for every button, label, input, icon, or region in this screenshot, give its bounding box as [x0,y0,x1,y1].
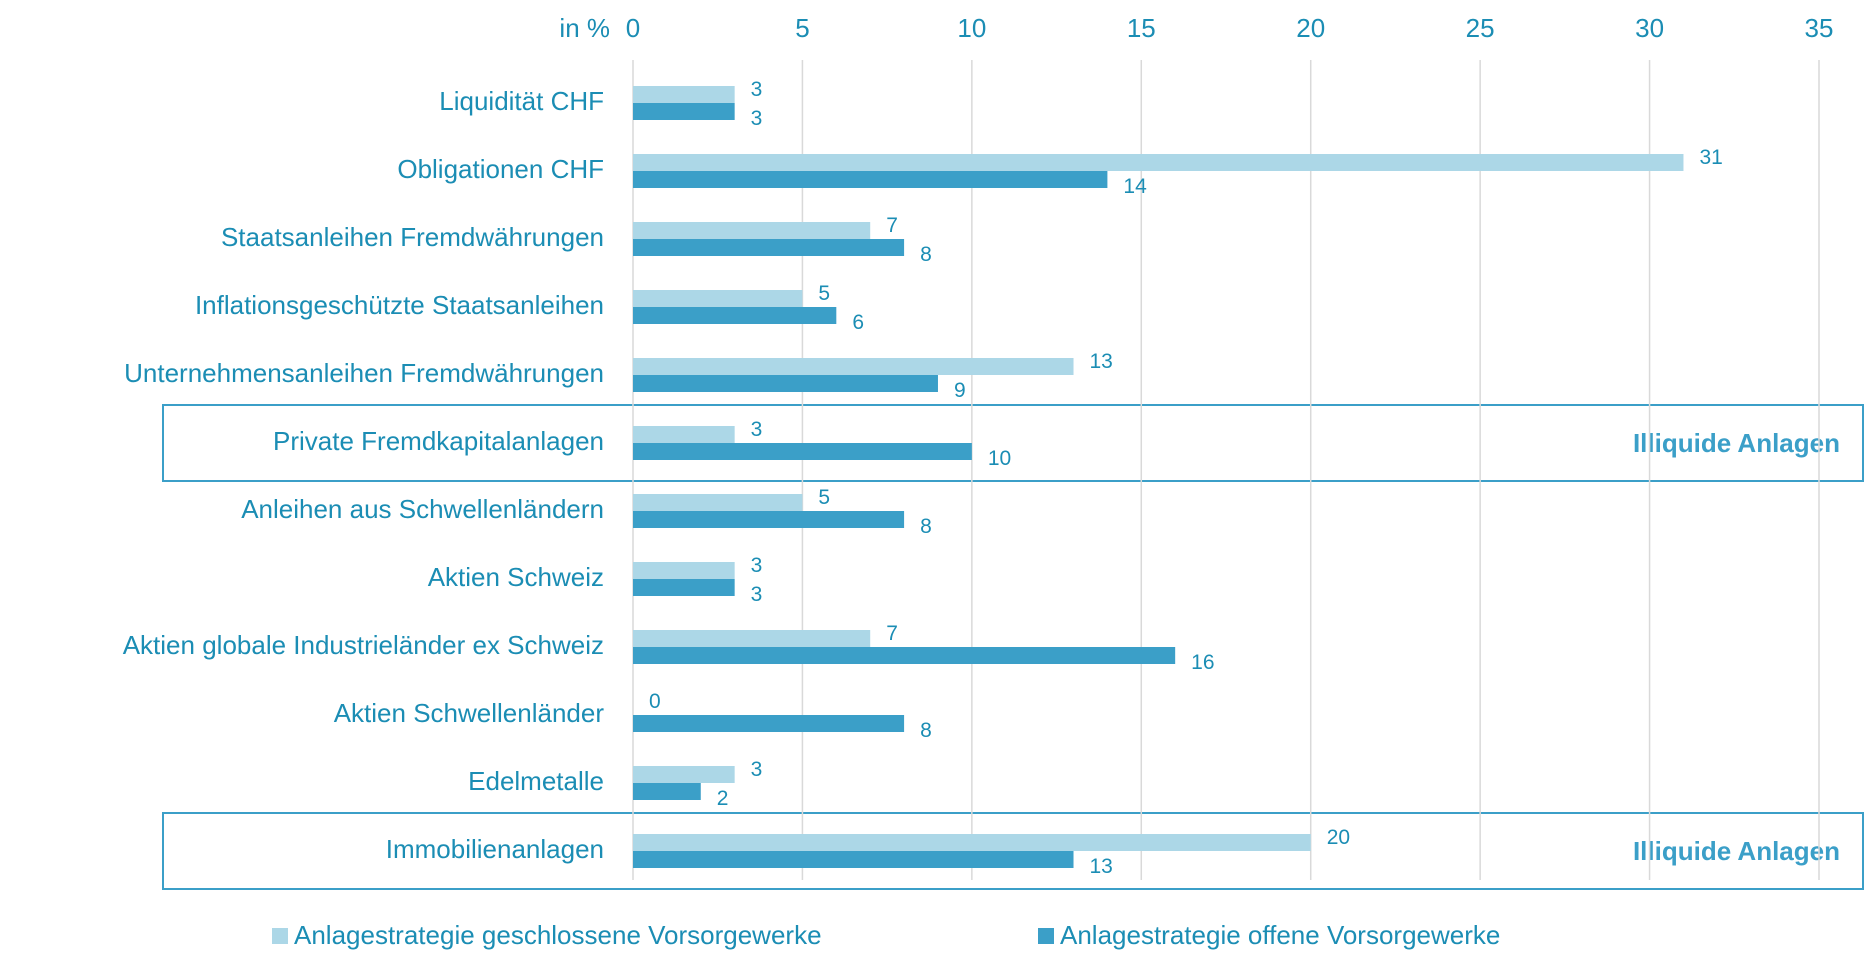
y-tick-label: Liquidität CHF [439,86,604,116]
bar [633,171,1108,188]
y-tick-label: Private Fremdkapitalanlagen [273,426,604,456]
y-tick-label: Unternehmensanleihen Fremdwährungen [124,358,604,388]
value-label: 9 [954,379,966,402]
highlight-label: Illiquide Anlagen [1633,428,1840,458]
value-label: 2 [717,787,729,810]
bar [633,86,735,103]
value-label: 8 [920,515,932,538]
value-label: 8 [920,243,932,266]
bar [633,426,735,443]
bar [633,851,1074,868]
y-tick-label: Anleihen aus Schwellenländern [241,494,604,524]
value-label: 3 [751,418,763,441]
bar [633,307,837,324]
bar [633,579,735,596]
highlight-label: Illiquide Anlagen [1633,836,1840,866]
value-label: 3 [751,758,763,781]
highlight-box [162,404,1864,482]
value-label: 10 [988,447,1011,470]
value-label: 5 [818,486,830,509]
bar [633,103,735,120]
value-label: 13 [1090,855,1113,878]
x-tick-label: 20 [1296,13,1325,43]
bar [633,715,905,732]
x-tick-label: 35 [1805,13,1834,43]
value-label: 3 [751,107,763,130]
y-tick-label: Immobilienanlagen [386,834,604,864]
bar [633,239,905,256]
value-label: 16 [1191,651,1214,674]
x-tick-label: 5 [795,13,809,43]
x-tick-label: 10 [957,13,986,43]
x-tick-label: 0 [626,13,640,43]
y-tick-label: Inflationsgeschützte Staatsanleihen [195,290,604,320]
bar [633,783,701,800]
y-tick-label: Edelmetalle [468,766,604,796]
y-tick-label: Aktien globale Industrieländer ex Schwei… [123,630,604,660]
bar [633,154,1684,171]
value-label: 13 [1090,350,1113,373]
y-tick-label: Aktien Schweiz [428,562,604,592]
bar [633,511,905,528]
bar [633,647,1176,664]
legend-swatch [272,928,288,944]
bar [633,358,1074,375]
bar [633,443,972,460]
y-tick-label: Staatsanleihen Fremdwährungen [221,222,604,252]
y-tick-label: Aktien Schwellenländer [334,698,605,728]
bar [633,630,871,647]
legend-swatch [1038,928,1054,944]
value-label: 3 [751,554,763,577]
value-label: 6 [852,311,864,334]
bar [633,494,803,511]
bar [633,290,803,307]
bar [633,375,938,392]
y-tick-label: Obligationen CHF [397,154,604,184]
value-label: 14 [1123,175,1147,198]
bar [633,766,735,783]
bar [633,222,871,239]
value-label: 3 [751,583,763,606]
value-label: 20 [1327,826,1350,849]
value-label: 8 [920,719,932,742]
value-label: 31 [1699,146,1722,169]
x-tick-label: 30 [1635,13,1664,43]
value-label: 5 [818,282,830,305]
legend-label: Anlagestrategie offene Vorsorgewerke [1060,920,1500,950]
x-tick-label: 15 [1127,13,1156,43]
highlight-box [162,812,1864,890]
legend-label: Anlagestrategie geschlossene Vorsorgewer… [294,920,822,950]
bar [633,562,735,579]
bar [633,834,1311,851]
value-label: 0 [649,690,661,713]
value-label: 7 [886,214,898,237]
value-label: 7 [886,622,898,645]
x-tick-label: 25 [1466,13,1495,43]
value-label: 3 [751,78,763,101]
axis-label: in % [559,13,610,43]
